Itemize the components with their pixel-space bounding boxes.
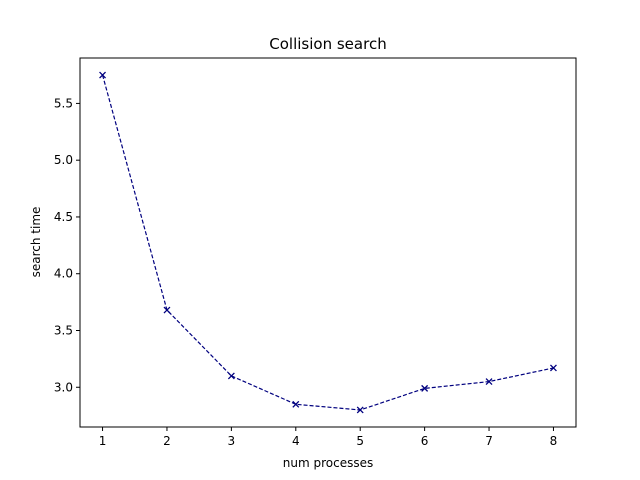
plot-area: 1 2 3 4 5 6 7 8 3.0 3.5 4.0 4.5 5.0 5.5 bbox=[54, 57, 577, 448]
y-tick-label: 4.5 bbox=[54, 210, 73, 224]
y-axis-label: search time bbox=[29, 207, 43, 278]
y-tick-label: 3.0 bbox=[54, 380, 73, 394]
data-point-marker bbox=[292, 400, 300, 408]
data-point-marker bbox=[163, 306, 171, 314]
y-tick-label: 5.0 bbox=[54, 153, 73, 167]
x-tick-label: 4 bbox=[292, 434, 300, 448]
data-point-marker bbox=[485, 378, 493, 386]
data-point-marker bbox=[549, 364, 557, 372]
data-point-marker bbox=[356, 406, 364, 414]
data-point-marker bbox=[227, 372, 235, 380]
y-tick-label: 5.5 bbox=[54, 96, 73, 110]
data-point-marker bbox=[421, 384, 429, 392]
x-axis-label: num processes bbox=[283, 456, 373, 470]
y-tick-label: 3.5 bbox=[54, 323, 73, 337]
y-tick-label: 4.0 bbox=[54, 267, 73, 281]
x-tick-label: 7 bbox=[485, 434, 493, 448]
data-point-marker bbox=[99, 71, 107, 79]
x-tick-label: 2 bbox=[163, 434, 171, 448]
x-tick-label: 6 bbox=[421, 434, 429, 448]
x-tick-label: 5 bbox=[356, 434, 364, 448]
x-tick-label: 8 bbox=[550, 434, 558, 448]
chart-title: Collision search bbox=[269, 35, 386, 53]
x-tick-label: 3 bbox=[228, 434, 236, 448]
axes-frame bbox=[79, 57, 577, 428]
x-tick-label: 1 bbox=[99, 434, 107, 448]
series-line bbox=[101, 74, 554, 411]
